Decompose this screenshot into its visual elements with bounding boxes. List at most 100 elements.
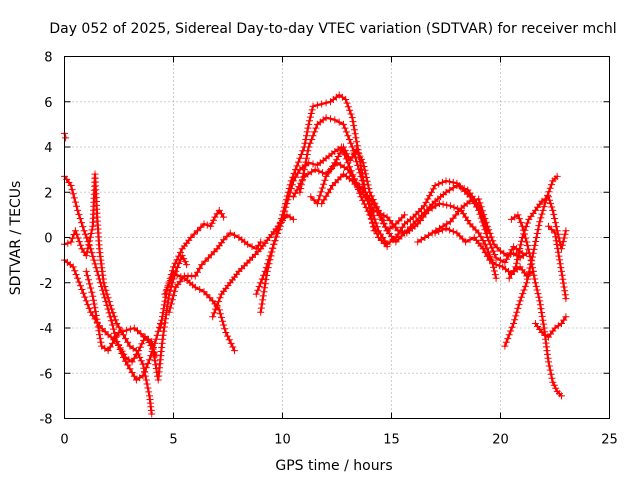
data-point — [505, 331, 513, 339]
data-point — [534, 226, 542, 234]
data-point — [257, 304, 265, 312]
data-point — [369, 223, 377, 231]
data-point — [74, 234, 82, 242]
data-point — [353, 158, 361, 166]
data-point — [300, 166, 308, 174]
data-point — [559, 275, 567, 283]
data-point — [558, 271, 566, 279]
data-point — [340, 143, 347, 151]
data-point — [153, 331, 161, 339]
data-point — [137, 357, 145, 365]
data-point — [83, 234, 91, 242]
data-point — [88, 249, 96, 257]
data-point — [106, 343, 114, 351]
data-point — [90, 300, 98, 308]
data-point — [512, 312, 520, 320]
data-point — [119, 327, 127, 335]
data-point — [102, 286, 110, 294]
data-point — [526, 253, 534, 260]
data-point — [221, 325, 229, 333]
data-point — [138, 340, 146, 348]
data-point — [276, 218, 284, 226]
data-point — [446, 186, 454, 194]
data-point — [513, 308, 521, 316]
data-point — [356, 152, 364, 160]
data-point — [539, 206, 547, 214]
data-point — [94, 319, 101, 327]
data-point — [287, 177, 295, 185]
data-point — [370, 227, 378, 235]
data-point — [159, 309, 167, 317]
data-point — [492, 261, 500, 269]
data-point — [274, 226, 282, 234]
data-point — [311, 128, 318, 136]
data-point — [456, 232, 464, 240]
data-point — [331, 116, 339, 124]
data-point — [144, 384, 152, 392]
data-point — [483, 222, 491, 230]
data-point — [510, 320, 518, 327]
y-tick-label: 4 — [44, 141, 52, 156]
data-point — [560, 234, 568, 242]
data-point — [260, 288, 268, 296]
data-point — [505, 274, 513, 282]
data-point — [295, 158, 302, 166]
data-point — [560, 283, 568, 291]
series-sat-5 — [82, 267, 160, 359]
series-sat-16 — [414, 195, 531, 262]
data-point — [152, 335, 160, 343]
data-point — [89, 252, 97, 260]
data-point — [116, 344, 124, 352]
data-point — [71, 227, 79, 235]
data-point — [94, 323, 102, 331]
data-point — [300, 172, 308, 180]
data-point — [518, 222, 526, 230]
data-point — [223, 232, 231, 240]
data-point — [283, 192, 291, 200]
data-point — [532, 282, 540, 290]
data-point — [144, 360, 152, 368]
data-point — [340, 120, 347, 128]
data-point — [146, 356, 153, 364]
data-point — [219, 317, 226, 325]
data-point — [261, 284, 269, 292]
data-point — [550, 210, 558, 218]
data-point — [514, 304, 522, 312]
data-point — [304, 170, 312, 178]
data-point — [81, 230, 89, 238]
x-axis-label: GPS time / hours — [275, 458, 392, 474]
data-point — [446, 202, 454, 210]
data-point — [552, 384, 560, 392]
data-point — [322, 99, 330, 107]
data-point — [149, 345, 157, 353]
data-point — [304, 147, 312, 155]
data-point — [373, 208, 381, 216]
data-point — [67, 182, 75, 189]
data-point — [327, 115, 334, 123]
data-point — [101, 283, 109, 290]
data-point — [503, 252, 511, 260]
data-point — [85, 241, 93, 249]
data-point — [168, 273, 176, 281]
data-point — [130, 354, 138, 362]
data-point — [504, 335, 512, 343]
data-point — [84, 301, 92, 309]
data-point — [196, 286, 204, 293]
data-point — [210, 248, 218, 256]
data-point — [115, 329, 123, 336]
data-point — [322, 192, 330, 200]
data-point — [88, 226, 96, 234]
data-point — [309, 132, 317, 140]
data-point — [425, 206, 433, 214]
data-point — [491, 251, 499, 258]
data-point — [104, 294, 112, 302]
data-point — [160, 301, 168, 309]
data-point — [207, 222, 215, 230]
data-point — [244, 240, 252, 248]
data-point — [312, 124, 320, 132]
series-trace — [534, 315, 567, 339]
data-point — [531, 241, 539, 249]
data-point — [173, 264, 181, 271]
data-point — [77, 282, 84, 290]
data-point — [557, 264, 565, 272]
